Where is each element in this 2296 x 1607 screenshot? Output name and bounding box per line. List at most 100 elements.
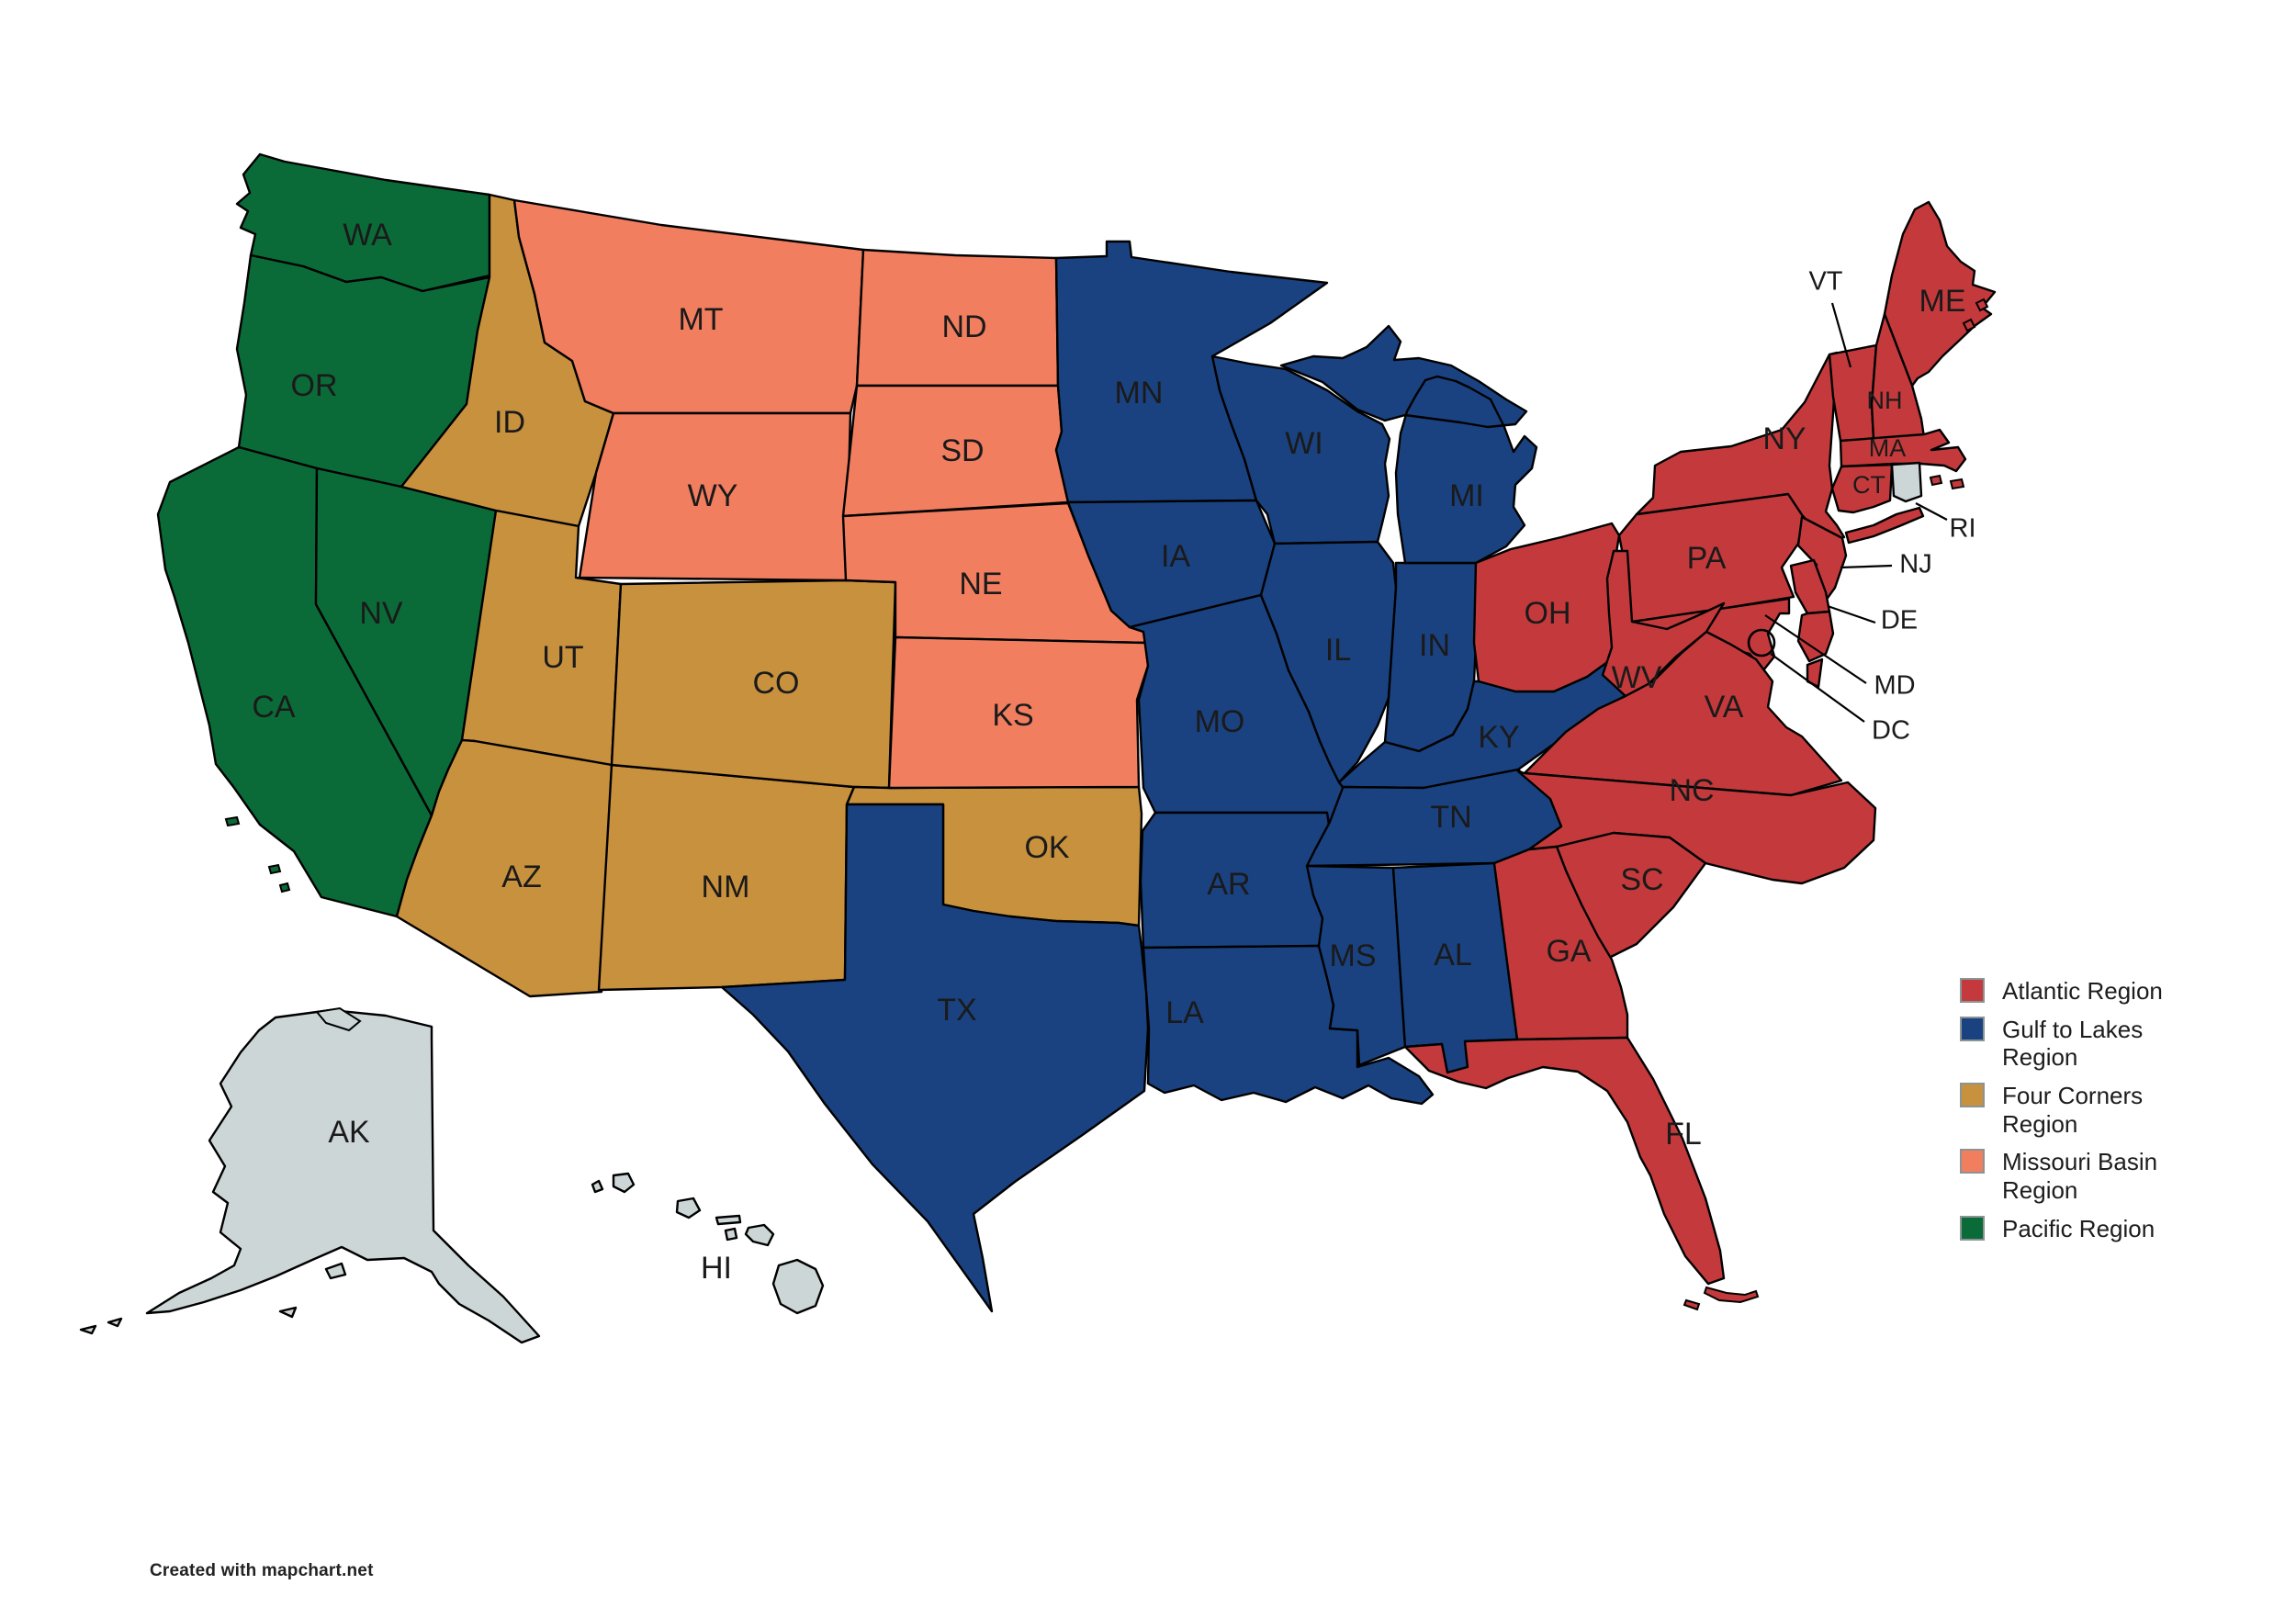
state-label-TX: TX: [937, 993, 976, 1028]
state-label-MA: MA: [1869, 434, 1907, 462]
state-label-OH: OH: [1525, 596, 1571, 631]
state-FL[interactable]: [1403, 1036, 1726, 1286]
maine-coast-island: [1962, 318, 1976, 332]
leader-line-DE: [1827, 604, 1876, 624]
state-label-NH: NH: [1867, 387, 1903, 414]
dc-marker-circle[interactable]: [1747, 628, 1776, 657]
state-MT[interactable]: [512, 198, 865, 415]
legend-label-gulf: Gulf to Lakes Region: [2002, 1015, 2144, 1072]
state-label-VA: VA: [1705, 690, 1744, 725]
leader-line-DC: [1770, 653, 1865, 723]
legend-label-atlantic: Atlantic Region: [2002, 977, 2163, 1005]
legend-item-gulf: Gulf to Lakes Region: [1960, 1016, 2191, 1072]
states-layer: [79, 152, 1997, 1344]
state-label-AL: AL: [1434, 938, 1472, 972]
state-label-PA: PA: [1687, 541, 1727, 576]
leader-line-MD: [1764, 614, 1867, 684]
legend-label-missouri: Missouri Basin Region: [2002, 1148, 2158, 1205]
legend-swatch-pacific: [1960, 1215, 1985, 1241]
state-label-IN: IN: [1419, 628, 1450, 663]
state-label-IL: IL: [1325, 633, 1351, 668]
legend-item-four_corners: Four Corners Region: [1960, 1082, 2191, 1138]
labels-layer: WA OR CA NV ID UT AZ NM CO OK MT WY ND SD NE KS MN IA MO AR…: [252, 218, 1975, 1286]
state-label-SD: SD: [940, 433, 984, 468]
legend-swatch-four_corners: [1960, 1083, 1985, 1108]
leader-line-RI: [1915, 502, 1948, 521]
state-label-MS: MS: [1330, 938, 1377, 973]
state-ME[interactable]: [1883, 200, 1997, 388]
state-NH[interactable]: [1870, 312, 1926, 441]
maine-coast-island-2: [1975, 298, 1989, 312]
state-label-AK: AK: [328, 1115, 370, 1150]
channel-island: [224, 815, 241, 827]
state-label-NC: NC: [1669, 773, 1714, 808]
state-label-MO: MO: [1195, 704, 1245, 739]
channel-island-3: [278, 882, 291, 893]
state-label-RI: RI: [1950, 514, 1976, 544]
state-label-CT: CT: [1852, 471, 1885, 499]
legend-swatch-atlantic: [1960, 978, 1985, 1003]
legend-item-pacific: Pacific Region: [1960, 1215, 2191, 1243]
state-WI[interactable]: [1210, 354, 1391, 545]
channel-island-2: [267, 863, 282, 875]
state-label-WY: WY: [688, 478, 738, 513]
legend-label-pacific: Pacific Region: [2002, 1214, 2155, 1242]
state-AK[interactable]: [79, 1008, 541, 1344]
state-label-DC: DC: [1872, 716, 1910, 746]
long-island-sound-islands: [1929, 474, 1943, 487]
legend-swatch-missouri: [1960, 1149, 1985, 1174]
state-label-MD: MD: [1874, 671, 1915, 701]
florida-keys-2: [1683, 1298, 1701, 1311]
state-label-CO: CO: [753, 666, 800, 701]
baja-island: [315, 1006, 362, 1032]
state-label-AR: AR: [1207, 867, 1250, 902]
state-label-ID: ID: [494, 405, 525, 440]
state-label-DE: DE: [1881, 606, 1918, 635]
state-label-ME: ME: [1919, 284, 1966, 319]
state-label-TN: TN: [1430, 800, 1471, 835]
legend-label-four_corners: Four Corners Region: [2002, 1082, 2144, 1138]
legend-item-atlantic: Atlantic Region: [1960, 977, 2191, 1006]
state-label-GA: GA: [1546, 934, 1591, 969]
state-label-MI: MI: [1449, 478, 1484, 513]
state-label-LA: LA: [1165, 995, 1204, 1030]
state-WV[interactable]: [1601, 549, 1726, 698]
state-label-OK: OK: [1024, 830, 1069, 865]
state-label-ND: ND: [941, 309, 986, 344]
state-label-NV: NV: [359, 596, 403, 631]
state-RI[interactable]: [1890, 461, 1923, 503]
nantucket-island: [1949, 478, 1965, 490]
map-credit: Created with mapchart.net: [150, 1561, 374, 1580]
state-label-NY: NY: [1762, 421, 1806, 456]
state-WY[interactable]: [578, 411, 852, 582]
state-label-MN: MN: [1115, 376, 1164, 410]
state-label-NE: NE: [959, 567, 1002, 601]
state-label-SC: SC: [1620, 862, 1663, 897]
state-label-AZ: AZ: [501, 860, 541, 894]
state-HI[interactable]: [591, 1172, 825, 1315]
state-label-MT: MT: [678, 302, 723, 337]
legend-swatch-gulf: [1960, 1016, 1985, 1041]
state-label-KS: KS: [992, 698, 1033, 733]
state-label-NJ: NJ: [1899, 550, 1931, 579]
state-VA[interactable]: [1523, 630, 1843, 797]
state-label-WA: WA: [343, 218, 392, 253]
legend-item-missouri: Missouri Basin Region: [1960, 1148, 2191, 1204]
state-MI[interactable]: [1279, 324, 1538, 565]
state-label-HI: HI: [701, 1251, 732, 1286]
florida-keys: [1703, 1286, 1760, 1304]
state-label-NM: NM: [702, 870, 750, 905]
state-label-WV: WV: [1612, 660, 1662, 695]
state-label-CA: CA: [252, 690, 296, 725]
leader-line-NJ: [1840, 564, 1893, 569]
state-TX[interactable]: [720, 803, 1150, 1313]
state-label-KY: KY: [1478, 720, 1519, 755]
state-label-OR: OR: [291, 368, 338, 403]
state-label-UT: UT: [542, 640, 583, 675]
state-label-FL: FL: [1665, 1117, 1702, 1152]
state-label-VT: VT: [1808, 267, 1842, 297]
state-label-WI: WI: [1285, 426, 1323, 461]
leader-line-VT: [1830, 302, 1852, 368]
